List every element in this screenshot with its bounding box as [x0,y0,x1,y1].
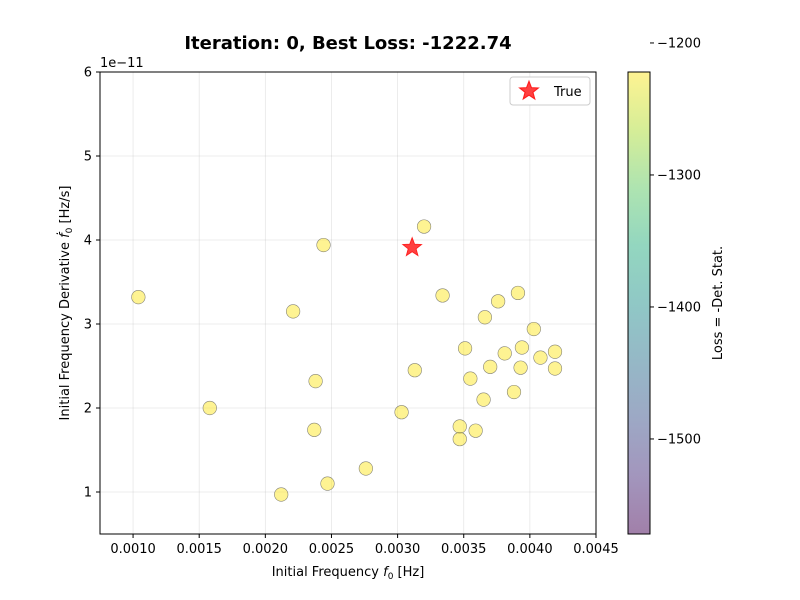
data-points [131,219,563,502]
data-point [202,400,217,416]
data-point [435,288,450,303]
legend-label: True [553,85,582,100]
plot-frame [99,71,597,535]
colorbar: −1500 −1400 −1300 −1200 Loss = -Det. Stat. [627,36,726,535]
data-point [286,304,301,319]
colorbar-tick-label: −1200 [657,36,701,51]
data-point [514,340,530,355]
colorbar-tick-label: −1400 [657,300,701,315]
data-point [491,294,506,309]
y-axis-ticks: 1 2 3 4 5 6 [84,66,100,501]
x-tick-label: 0.0035 [441,542,487,557]
data-point [513,360,528,375]
colorbar-ticks: −1500 −1400 −1300 −1200 [650,36,701,447]
legend: True [509,76,591,106]
x-tick-label: 0.0020 [243,542,289,557]
data-point [358,461,373,476]
data-point [547,344,563,359]
y-tick-label: 3 [84,318,92,333]
data-point [476,392,491,407]
y-offset-text: 1e−11 [100,56,144,71]
x-tick-label: 0.0030 [375,542,421,557]
data-point [477,310,492,325]
true-marker [401,236,423,257]
data-point [394,405,409,420]
grid-lines [100,71,597,534]
chart-title: Iteration: 0, Best Loss: -1222.74 [184,33,511,54]
y-tick-label: 4 [84,234,92,249]
colorbar-tick-label: −1500 [657,432,701,447]
x-axis-label: Initial Frequency f0 [Hz] [272,565,425,582]
x-axis-ticks: 0.0010 0.0015 0.0020 0.0025 0.0030 0.0035 0.00… [110,534,619,557]
x-tick-label: 0.0025 [309,542,355,557]
y-axis-label: Initial Frequency Derivative ḟ0 [Hz/s] [56,186,75,421]
x-tick-label: 0.0015 [176,542,222,557]
x-tick-label: 0.0040 [507,542,553,557]
data-point [416,219,432,234]
data-point [274,487,289,502]
data-point [307,422,322,437]
colorbar-label: Loss = -Det. Stat. [711,246,726,360]
data-point [506,384,522,400]
colorbar-frame [627,71,651,535]
data-point [457,341,473,356]
data-point [526,321,541,337]
data-point [131,290,146,305]
data-point [452,431,467,447]
data-point [463,371,478,386]
data-point [547,361,563,376]
data-point [510,285,526,301]
data-point [483,359,498,374]
true-star-marker [401,236,423,257]
y-tick-label: 5 [84,150,92,165]
data-point [533,350,548,365]
data-point [407,363,422,378]
colorbar-tick-label: −1300 [657,168,701,183]
x-tick-label: 0.0045 [573,542,619,557]
data-point [452,419,467,434]
legend-star-icon [518,79,540,101]
data-point [316,237,331,253]
y-tick-label: 2 [84,402,92,417]
data-point [468,423,483,438]
y-tick-label: 6 [84,66,92,81]
data-point [308,374,323,389]
y-tick-label: 1 [84,486,92,501]
data-point [320,476,335,491]
x-tick-label: 0.0010 [110,542,156,557]
data-point [497,346,512,361]
colorbar-gradient [628,72,650,534]
